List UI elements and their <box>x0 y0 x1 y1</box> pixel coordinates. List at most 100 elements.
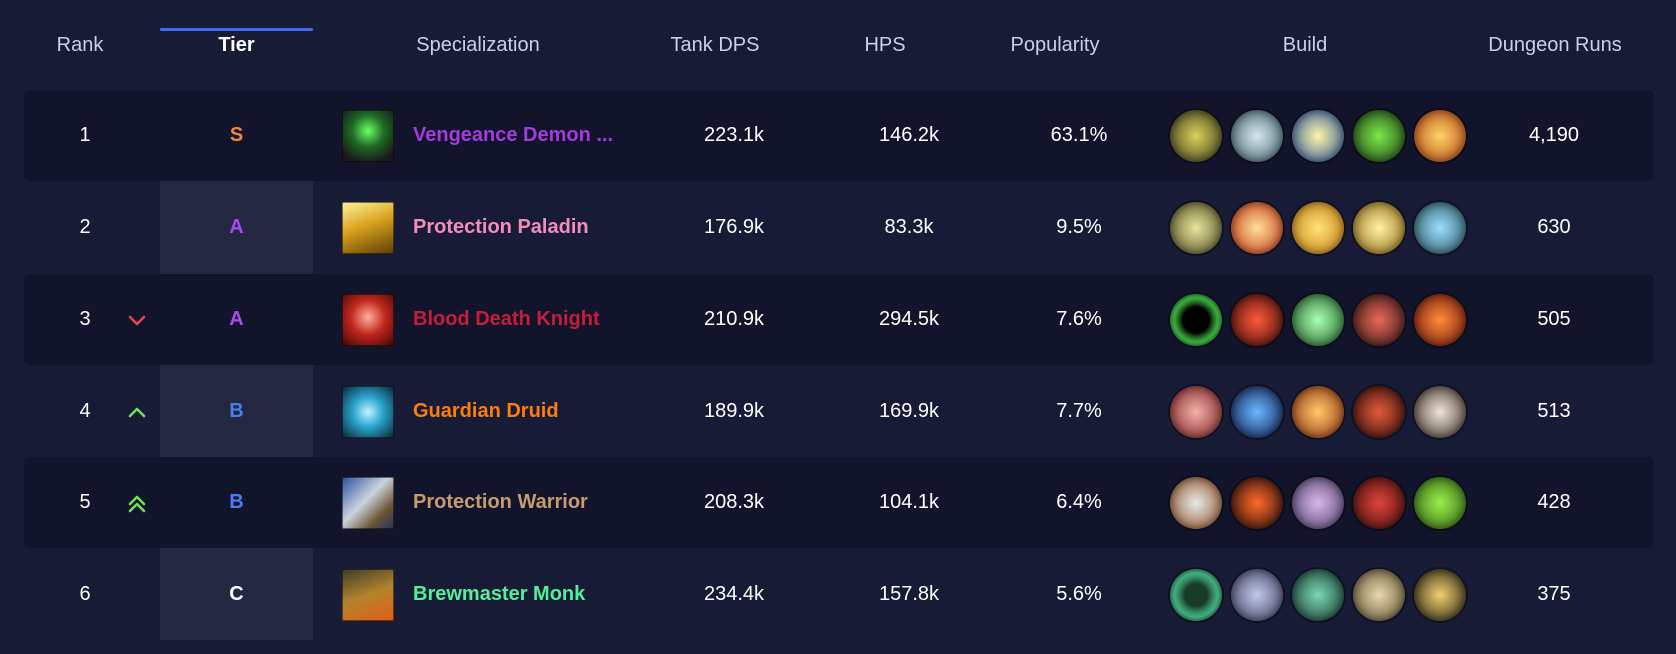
talent-icon-4[interactable] <box>1353 568 1405 621</box>
hps-value: 83.3k <box>884 216 934 238</box>
talent-icon-1[interactable] <box>1170 568 1222 621</box>
talent-icon-1[interactable] <box>1170 109 1222 162</box>
popularity-value: 5.6% <box>1056 583 1102 605</box>
spec-name-link[interactable]: Protection Paladin <box>413 216 589 238</box>
talent-icon-1[interactable] <box>1170 476 1222 529</box>
hps-value: 169.9k <box>878 400 940 422</box>
spec-name-link[interactable]: Vengeance Demon ... <box>413 124 614 146</box>
table-row[interactable]: 2 A Protection Paladin 176.9k 83.3k 9.5% 630 <box>24 182 1654 273</box>
header-tank-dps[interactable]: Tank DPS <box>670 33 760 56</box>
dungeon-runs-value: 513 <box>1537 400 1571 422</box>
talent-icon-5[interactable] <box>1414 109 1466 162</box>
header-build[interactable]: Build <box>1282 33 1328 56</box>
talent-icon-3[interactable] <box>1292 109 1344 162</box>
talent-icon-2[interactable] <box>1231 109 1283 162</box>
talent-icon-5[interactable] <box>1414 293 1466 346</box>
talent-icon-2[interactable] <box>1231 293 1283 346</box>
hps-value: 104.1k <box>878 491 940 513</box>
tank-dps-value: 189.9k <box>703 400 765 422</box>
popularity-value: 63.1% <box>1050 124 1108 146</box>
druid-icon <box>342 386 394 438</box>
talent-icon-1[interactable] <box>1170 201 1222 254</box>
header-popularity[interactable]: Popularity <box>1010 33 1100 56</box>
talent-icon-3[interactable] <box>1292 201 1344 254</box>
table-row[interactable]: 3 A Blood Death Knight 210.9k 294.5k 7.6% 505 <box>24 274 1654 365</box>
popularity-value: 6.4% <box>1056 491 1102 513</box>
header-specialization[interactable]: Specialization <box>416 33 540 56</box>
talent-icon-4[interactable] <box>1353 201 1405 254</box>
talent-icon-1[interactable] <box>1170 293 1222 346</box>
rank-value: 6 <box>79 583 91 605</box>
tank-dps-value: 223.1k <box>703 124 765 146</box>
rank-value: 5 <box>79 491 91 513</box>
talent-icon-5[interactable] <box>1414 568 1466 621</box>
talent-icon-4[interactable] <box>1353 293 1405 346</box>
tank-dps-value: 234.4k <box>703 583 765 605</box>
trend-double-up-icon <box>112 457 162 548</box>
dungeon-runs-value: 375 <box>1537 583 1571 605</box>
build-icons <box>1170 457 1466 548</box>
spec-name-link[interactable]: Blood Death Knight <box>413 308 600 330</box>
build-icons <box>1170 549 1466 640</box>
rank-value: 3 <box>79 308 91 330</box>
build-icons <box>1170 182 1466 273</box>
talent-icon-3[interactable] <box>1292 385 1344 438</box>
talent-icon-2[interactable] <box>1231 201 1283 254</box>
tier-badge: B <box>229 400 244 422</box>
popularity-value: 9.5% <box>1056 216 1102 238</box>
talent-icon-3[interactable] <box>1292 476 1344 529</box>
talent-icon-4[interactable] <box>1353 385 1405 438</box>
popularity-value: 7.7% <box>1056 400 1102 422</box>
dungeon-runs-value: 4,190 <box>1528 124 1580 146</box>
tier-badge: A <box>229 308 244 330</box>
talent-icon-3[interactable] <box>1292 293 1344 346</box>
spec-name-link[interactable]: Protection Warrior <box>413 491 588 513</box>
tier-badge: A <box>229 216 244 238</box>
talent-icon-5[interactable] <box>1414 476 1466 529</box>
build-icons <box>1170 274 1466 365</box>
tank-dps-value: 210.9k <box>703 308 765 330</box>
spec-name-link[interactable]: Brewmaster Monk <box>413 583 586 605</box>
talent-icon-2[interactable] <box>1231 476 1283 529</box>
table-row[interactable]: 5 B Protection Warrior 208.3k 104.1k 6.4% 428 <box>24 457 1654 548</box>
talent-icon-1[interactable] <box>1170 385 1222 438</box>
talent-icon-5[interactable] <box>1414 385 1466 438</box>
header-hps[interactable]: HPS <box>864 33 906 56</box>
trend-down-icon <box>112 274 162 365</box>
spec-name-link[interactable]: Guardian Druid <box>413 400 559 422</box>
header-tier[interactable]: Tier <box>160 0 313 90</box>
tier-badge: B <box>229 491 244 513</box>
tier-column-highlight <box>160 90 313 640</box>
paladin-icon <box>342 202 394 254</box>
dungeon-runs-value: 630 <box>1537 216 1571 238</box>
table-row[interactable]: 4 B Guardian Druid 189.9k 169.9k 7.7% 513 <box>24 366 1654 457</box>
talent-icon-4[interactable] <box>1353 109 1405 162</box>
trend-up-icon <box>112 366 162 457</box>
rank-value: 4 <box>79 400 91 422</box>
tier-badge: C <box>229 583 244 605</box>
talent-icon-3[interactable] <box>1292 568 1344 621</box>
talent-icon-2[interactable] <box>1231 385 1283 438</box>
table-row[interactable]: 6 C Brewmaster Monk 234.4k 157.8k 5.6% 375 <box>24 549 1654 640</box>
warrior-icon <box>342 477 394 529</box>
build-icons <box>1170 366 1466 457</box>
tank-dps-value: 176.9k <box>703 216 765 238</box>
talent-icon-4[interactable] <box>1353 476 1405 529</box>
talent-icon-5[interactable] <box>1414 201 1466 254</box>
talent-icon-2[interactable] <box>1231 568 1283 621</box>
hps-value: 294.5k <box>878 308 940 330</box>
dungeon-runs-value: 505 <box>1537 308 1571 330</box>
build-icons <box>1170 90 1466 181</box>
demon-hunter-icon <box>342 110 394 162</box>
header-rank[interactable]: Rank <box>56 33 104 56</box>
tank-dps-value: 208.3k <box>703 491 765 513</box>
hps-value: 146.2k <box>878 124 940 146</box>
header-dungeon-runs[interactable]: Dungeon Runs <box>1488 33 1622 56</box>
table-row[interactable]: 1 S Vengeance Demon ... 223.1k 146.2k 63.1% 4,… <box>24 90 1654 181</box>
hps-value: 157.8k <box>878 583 940 605</box>
monk-icon <box>342 569 394 621</box>
death-knight-icon <box>342 294 394 346</box>
tier-badge: S <box>229 124 244 146</box>
dungeon-runs-value: 428 <box>1537 491 1571 513</box>
